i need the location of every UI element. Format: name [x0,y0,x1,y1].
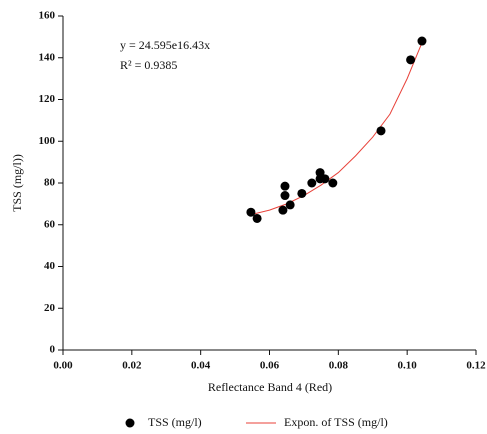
point [285,200,295,210]
point [252,213,262,223]
legend-marker [125,418,135,428]
x-tick-label: 0.08 [329,360,349,372]
y-tick-label: 80 [44,177,56,189]
x-tick-label: 0.06 [260,360,280,372]
x-tick-label: 0.02 [122,360,142,372]
y-tick-label: 20 [44,302,56,314]
legend-label: Expon. of TSS (mg/l) [284,415,388,429]
point [307,178,317,188]
point [417,36,427,46]
y-tick-label: 40 [44,260,56,272]
equation: y = 24.595e16.43x [120,38,210,52]
y-tick-label: 160 [39,10,56,22]
point [280,181,290,191]
point [315,168,325,178]
r-squared: R² = 0.9385 [120,58,177,72]
trendline [252,40,424,215]
point [406,55,416,65]
x-tick-label: 0.12 [466,360,486,372]
y-tick-label: 60 [44,218,56,230]
legend-label: TSS (mg/l) [148,415,202,429]
x-tick-label: 0.10 [398,360,418,372]
x-tick-label: 0.00 [53,360,73,372]
y-tick-label: 0 [50,344,56,356]
y-tick-label: 120 [39,93,56,105]
point [320,174,330,184]
point [376,126,386,136]
point [278,205,288,215]
y-axis-label: TSS (mg/l)) [10,154,24,212]
point [280,191,290,201]
point [297,188,307,198]
x-axis-label: Reflectance Band 4 (Red) [208,380,332,394]
y-tick-label: 100 [39,135,56,147]
y-tick-label: 140 [39,51,56,63]
point [328,178,338,188]
x-tick-label: 0.04 [191,360,211,372]
point [246,207,256,217]
